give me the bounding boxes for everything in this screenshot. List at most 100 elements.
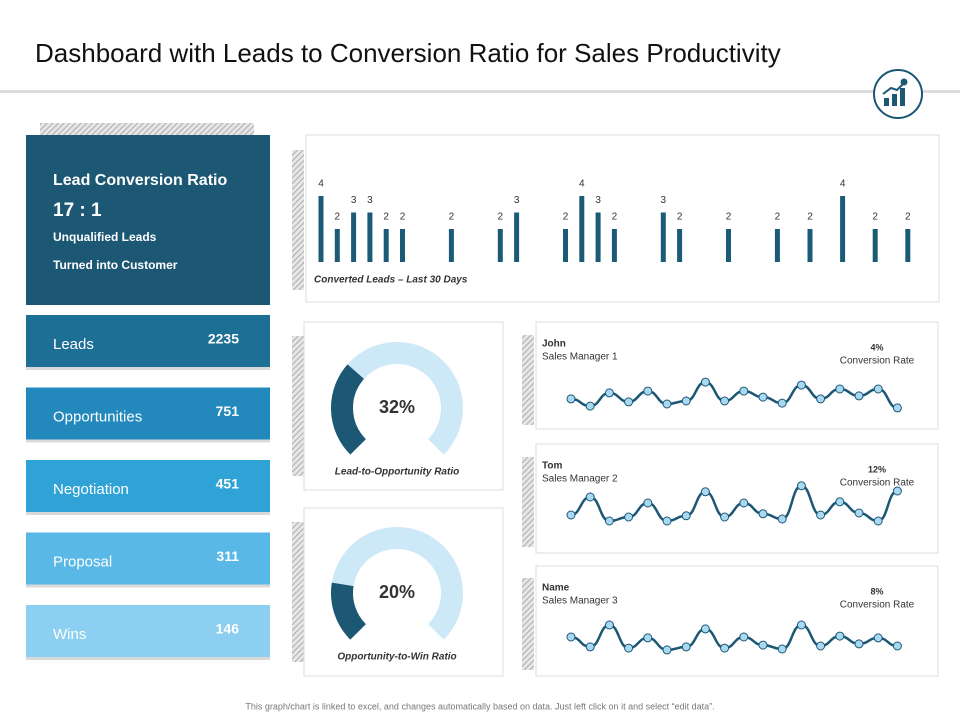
bar: [383, 229, 389, 262]
bar-label: 3: [514, 195, 520, 206]
bar-label: 2: [449, 212, 455, 223]
line-point: [604, 388, 614, 398]
line-point: [777, 514, 787, 524]
page-title: Dashboard with Leads to Conversion Ratio…: [35, 38, 781, 68]
line-point: [873, 633, 883, 643]
line-point: [796, 481, 806, 491]
hatch: [522, 457, 534, 547]
line-point: [700, 624, 710, 634]
funnel-shadow: [26, 512, 270, 515]
bar-label: 4: [579, 179, 585, 190]
funnel-box: [26, 387, 270, 440]
summary-text: Unqualified Leads: [53, 230, 157, 244]
line-point: [854, 639, 864, 649]
funnel-value: 146: [216, 621, 240, 637]
line-point: [835, 497, 845, 507]
person-role: Sales Manager 1: [542, 352, 618, 363]
bar: [807, 229, 813, 262]
line-point: [758, 640, 768, 650]
stat-label: Conversion Rate: [840, 600, 915, 611]
bar-label: 3: [351, 195, 357, 206]
stat-value: 12%: [868, 464, 886, 474]
funnel-value: 311: [216, 548, 239, 564]
title-rule: [0, 90, 960, 93]
person-name: Tom: [542, 461, 562, 472]
line-point: [835, 631, 845, 641]
bar: [677, 229, 683, 262]
line-point: [816, 394, 826, 404]
bar: [563, 229, 568, 262]
line-point: [585, 642, 595, 652]
panel: [535, 321, 939, 430]
line-point: [566, 510, 576, 520]
line-point: [681, 396, 691, 406]
funnel-value: 451: [216, 476, 240, 492]
line-point: [816, 510, 826, 520]
line-point: [892, 486, 902, 496]
line-point: [739, 632, 749, 642]
line-point: [739, 386, 749, 396]
line-point: [604, 620, 614, 630]
funnel-shadow: [26, 439, 270, 443]
line-point: [835, 384, 845, 394]
gauge-value: [331, 364, 367, 455]
gauge-caption: Opportunity-to-Win Ratio: [337, 652, 456, 663]
bar: [367, 212, 373, 262]
bar-label: 2: [905, 212, 911, 223]
gauge-value: [331, 582, 367, 640]
bar-label: 3: [661, 195, 667, 206]
panel: [305, 134, 940, 303]
bar-label: 2: [400, 212, 406, 223]
line-point: [662, 399, 672, 409]
funnel-value: 751: [216, 403, 240, 419]
line-point: [681, 511, 691, 521]
summary-title: Lead Conversion Ratio: [53, 172, 227, 189]
panel: [535, 443, 939, 554]
bar: [611, 229, 617, 262]
panel: [535, 565, 939, 677]
bar: [351, 212, 357, 262]
funnel-shadow: [26, 367, 270, 370]
funnel-label: Leads: [53, 336, 94, 353]
line-point: [777, 644, 787, 654]
bar: [400, 229, 405, 262]
funnel-label: Proposal: [53, 553, 112, 570]
hatch: [292, 150, 304, 290]
summary-ratio: 17 : 1: [53, 200, 102, 221]
bar: [905, 229, 911, 262]
line-point: [720, 643, 730, 653]
bar: [872, 229, 878, 262]
line-point: [700, 377, 710, 387]
bar-label: 4: [840, 179, 846, 190]
bar-label: 3: [595, 195, 601, 206]
hatch: [522, 578, 534, 670]
stat-value: 4%: [870, 342, 883, 352]
x-axis-label: Converted Leads – Last 30 Days: [314, 275, 468, 286]
line-point: [604, 516, 614, 526]
line-point: [873, 384, 883, 394]
summary-text: Turned into Customer: [53, 258, 178, 272]
bar: [318, 196, 324, 262]
bar-label: 2: [872, 212, 878, 223]
bar-label: 4: [318, 179, 324, 190]
person-role: Sales Manager 2: [542, 474, 618, 485]
bar-label: 2: [612, 212, 618, 223]
bar-label: 2: [677, 212, 683, 223]
funnel-label: Opportunities: [53, 408, 142, 425]
line-point: [585, 492, 595, 502]
person-name: John: [542, 339, 566, 350]
hatch: [292, 522, 304, 662]
funnel-box: [26, 315, 270, 367]
bar-label: 2: [498, 212, 504, 223]
line-point: [624, 643, 634, 653]
summary-box: [26, 135, 270, 305]
bar: [514, 212, 520, 262]
bar-label: 2: [807, 212, 813, 223]
line-point: [662, 645, 672, 655]
line-point: [720, 396, 730, 406]
bar-label: 2: [563, 212, 569, 223]
bar-label: 3: [367, 195, 373, 206]
bar: [595, 212, 601, 262]
line-point: [796, 620, 806, 630]
line-point: [796, 380, 806, 390]
